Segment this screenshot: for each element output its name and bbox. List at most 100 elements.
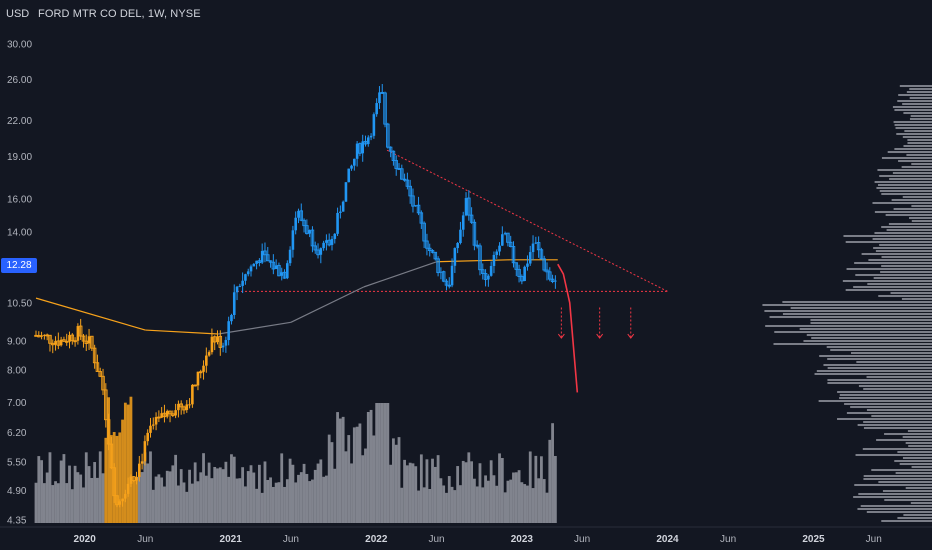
candle-body	[244, 274, 247, 281]
candle-body	[469, 214, 474, 223]
volume-bar	[185, 491, 189, 523]
candle-body	[414, 205, 418, 207]
candle-body	[388, 146, 393, 152]
volume-bar	[411, 463, 415, 523]
candle-body	[112, 467, 116, 497]
candle-body	[534, 242, 538, 244]
candle-body	[336, 212, 339, 234]
volume-profile-bar	[867, 283, 932, 285]
volume-profile-bar	[850, 406, 932, 408]
volume-bar	[216, 468, 219, 523]
candle-body	[483, 273, 488, 280]
volume-profile-bar	[830, 349, 932, 351]
candle-body	[84, 340, 89, 344]
candle-body	[308, 230, 311, 234]
volume-profile-bar	[803, 340, 932, 342]
volume-profile-bar	[903, 514, 932, 516]
volume-bar	[481, 487, 485, 523]
candle-body	[492, 254, 496, 266]
candle-body	[461, 215, 465, 230]
volume-profile-bar	[911, 466, 932, 468]
volume-bar	[59, 460, 63, 523]
price-axis[interactable]: 30.00 26.00 22.00 19.00 16.00 14.00 10.50 9.00 8…	[7, 40, 32, 527]
volume-profile-bar	[910, 115, 932, 117]
volume-bar	[154, 476, 158, 523]
x-tick-label: Jun	[137, 534, 153, 545]
volume-bar	[224, 461, 228, 523]
x-tick-label: 2022	[365, 534, 388, 545]
volume-bar	[255, 488, 258, 523]
candle-body	[433, 251, 438, 260]
volume-profile-bar	[853, 286, 932, 288]
time-axis[interactable]: 2020 Jun 2021 Jun 2022 Jun 2023 Jun 2024 Jun 2025 J…	[0, 526, 932, 545]
volume-profile-bar	[871, 415, 932, 417]
projection-path[interactable]	[557, 263, 579, 393]
candle-body	[185, 404, 189, 410]
volume-bar	[456, 466, 460, 523]
volume-profile-bar	[799, 328, 932, 330]
volume-bar	[93, 462, 97, 523]
volume-bar	[461, 460, 465, 523]
volume-profile-bar	[856, 361, 932, 363]
volume-bar	[177, 485, 180, 523]
volume-profile-bar	[846, 412, 932, 414]
y-tick-label: 5.50	[7, 458, 27, 469]
candle-body	[444, 280, 449, 286]
candle-body	[489, 265, 493, 276]
candle-body	[143, 441, 147, 462]
candle-body	[232, 292, 236, 315]
ma-segment	[290, 286, 365, 323]
volume-bar	[534, 455, 538, 523]
volume-bar	[266, 479, 270, 523]
x-tick-label: Jun	[428, 534, 444, 545]
volume-profile-bar	[911, 220, 932, 222]
volume-bar	[294, 482, 298, 523]
candle-body	[157, 416, 161, 419]
volume-bar	[129, 396, 133, 523]
volume-bar	[232, 456, 236, 523]
candle-body	[68, 335, 71, 342]
trendline[interactable]	[386, 149, 668, 292]
volume-bar	[520, 482, 524, 523]
candle-body	[121, 498, 124, 502]
candle-body	[149, 425, 152, 433]
volume-bar	[302, 463, 306, 523]
candle-body	[447, 284, 452, 287]
down-arrows	[557, 307, 635, 339]
candle-body	[355, 143, 359, 159]
projection-line[interactable]	[557, 263, 579, 393]
volume-bar	[531, 488, 535, 523]
candle-body	[282, 271, 287, 279]
candle-body	[503, 233, 507, 235]
symbol-title[interactable]: FORD MTR CO DEL, 1W, NYSE	[38, 8, 201, 20]
volume-bar	[512, 472, 515, 523]
candle-body	[363, 140, 368, 145]
volume-profile-bar	[892, 106, 932, 108]
volume-bar	[338, 418, 342, 523]
volume-bar	[76, 472, 80, 523]
candle-body	[478, 245, 482, 271]
candle-body	[238, 285, 242, 287]
candle-body	[545, 269, 549, 273]
descending-trendline[interactable]	[386, 149, 668, 292]
volume-profile-bar	[837, 391, 932, 393]
candle-body	[302, 219, 306, 227]
volume-bar	[101, 473, 105, 523]
volume-bar	[548, 439, 552, 523]
candle-body	[263, 250, 267, 256]
x-tick-label: Jun	[720, 534, 736, 545]
candle-body	[221, 345, 225, 348]
volume-profile-bar	[823, 364, 932, 366]
candle-body	[246, 271, 250, 275]
y-tick-label: 7.00	[7, 398, 27, 409]
candle-body	[400, 168, 404, 180]
candle-body	[408, 185, 412, 197]
y-tick-label: 9.00	[7, 336, 27, 347]
candle-body	[481, 269, 485, 274]
candle-body	[230, 314, 233, 322]
volume-bar	[269, 477, 272, 523]
candle-body	[43, 334, 46, 336]
candle-body	[266, 254, 270, 262]
candle-body	[179, 403, 183, 408]
